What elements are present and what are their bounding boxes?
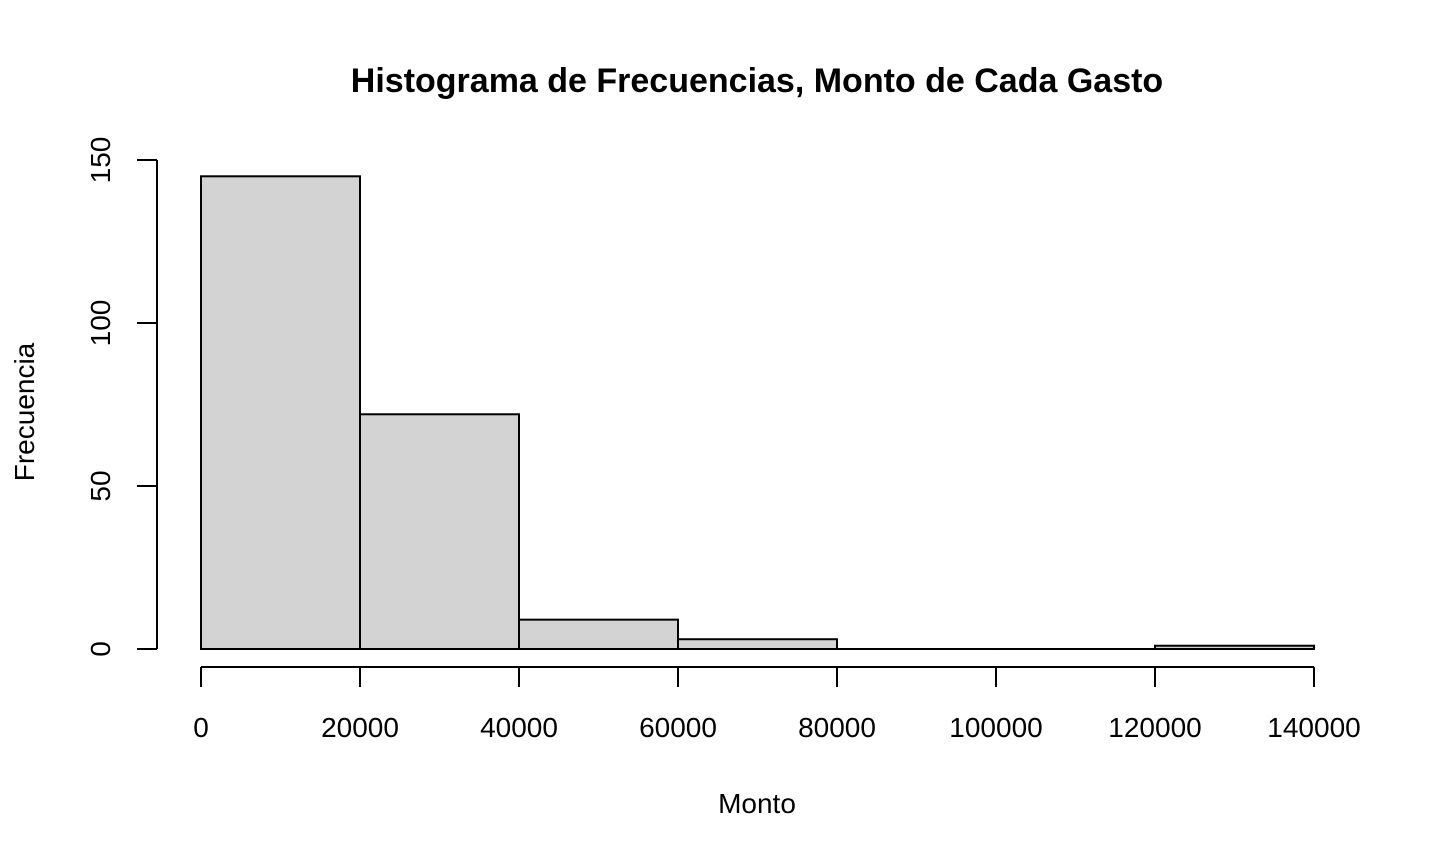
x-axis-label: Monto bbox=[718, 788, 796, 819]
y-tick-label-2: 100 bbox=[85, 300, 116, 347]
x-axis: 0 20000 40000 60000 80000 100000 120000 140000 bbox=[193, 666, 1361, 743]
bars-group bbox=[200, 175, 1315, 651]
x-tick-label-1: 20000 bbox=[321, 712, 399, 743]
chart-title: Histograma de Frecuencias, Monto de Cada… bbox=[351, 62, 1163, 100]
x-tick-label-6: 120000 bbox=[1108, 712, 1201, 743]
y-tick-label-1: 50 bbox=[85, 470, 116, 501]
x-tick-label-0: 0 bbox=[193, 712, 209, 743]
y-axis-label: Frecuencia bbox=[9, 342, 40, 481]
histogram-bar-1 bbox=[359, 413, 520, 650]
x-tick-label-5: 100000 bbox=[949, 712, 1042, 743]
x-tick-label-7: 140000 bbox=[1267, 712, 1360, 743]
histogram-bar-3 bbox=[677, 638, 838, 650]
x-tick-label-2: 40000 bbox=[480, 712, 558, 743]
y-axis: 0 50 100 150 bbox=[85, 137, 158, 657]
histogram-bar-2 bbox=[518, 618, 679, 650]
y-tick-label-0: 0 bbox=[85, 641, 116, 657]
y-tick-label-3: 150 bbox=[85, 137, 116, 184]
histogram-bar-0 bbox=[200, 175, 361, 651]
histogram-bar-6 bbox=[1154, 644, 1315, 650]
x-tick-label-4: 80000 bbox=[798, 712, 876, 743]
x-tick-label-3: 60000 bbox=[639, 712, 717, 743]
